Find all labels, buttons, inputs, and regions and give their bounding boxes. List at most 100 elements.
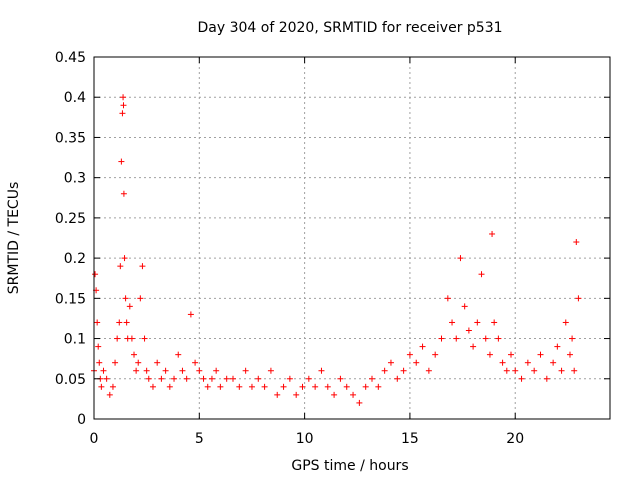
data-point xyxy=(126,303,133,310)
data-point xyxy=(571,367,578,374)
data-point xyxy=(499,359,506,366)
chart-title: Day 304 of 2020, SRMTID for receiver p53… xyxy=(197,20,502,36)
data-point xyxy=(318,367,325,374)
x-tick-label: 20 xyxy=(506,431,524,447)
data-point xyxy=(425,367,432,374)
data-point xyxy=(196,367,203,374)
data-point xyxy=(543,375,550,382)
data-point xyxy=(230,375,237,382)
data-point xyxy=(171,375,178,382)
data-point xyxy=(154,359,161,366)
data-point xyxy=(387,359,394,366)
data-point xyxy=(375,383,382,390)
data-point xyxy=(114,335,121,342)
y-tick-label: 0.3 xyxy=(64,171,86,187)
data-point xyxy=(337,375,344,382)
data-point xyxy=(432,351,439,358)
data-point xyxy=(131,351,138,358)
data-point xyxy=(331,391,338,398)
data-point xyxy=(119,110,126,117)
data-point xyxy=(453,335,460,342)
data-point xyxy=(489,230,496,237)
data-point xyxy=(438,335,445,342)
data-point xyxy=(280,383,287,390)
y-axis-label: SRMTID / TECUs xyxy=(6,182,22,295)
y-tick-label: 0.05 xyxy=(55,372,86,388)
data-point xyxy=(121,255,128,262)
data-point xyxy=(575,295,582,302)
data-point xyxy=(343,383,350,390)
data-point xyxy=(419,343,426,350)
data-point xyxy=(531,367,538,374)
data-point xyxy=(223,375,230,382)
data-point xyxy=(213,367,220,374)
data-point xyxy=(149,383,156,390)
data-point xyxy=(394,375,401,382)
data-point xyxy=(242,367,249,374)
x-axis-label: GPS time / hours xyxy=(291,458,408,474)
data-point xyxy=(139,263,146,270)
data-point xyxy=(461,303,468,310)
data-point xyxy=(286,375,293,382)
data-point xyxy=(96,359,103,366)
data-point xyxy=(106,391,113,398)
data-point xyxy=(324,383,331,390)
data-point xyxy=(158,375,165,382)
data-point xyxy=(192,359,199,366)
data-point xyxy=(166,383,173,390)
data-point xyxy=(141,335,148,342)
data-point xyxy=(95,343,102,350)
data-point xyxy=(267,367,274,374)
data-point xyxy=(137,295,144,302)
data-point xyxy=(208,375,215,382)
data-point xyxy=(495,335,502,342)
data-point xyxy=(112,359,119,366)
data-point xyxy=(413,359,420,366)
axis-ticks: 0 0.05 0.1 0.15 0.2 0.25 0.3 0.35 0.4 0.45 0 5 10 15 2… xyxy=(55,50,610,447)
data-point xyxy=(312,383,319,390)
data-point xyxy=(135,359,142,366)
y-tick-label: 0.35 xyxy=(55,130,86,146)
data-point xyxy=(128,335,135,342)
data-point xyxy=(123,319,130,326)
data-point xyxy=(356,399,363,406)
data-point xyxy=(293,391,300,398)
data-point xyxy=(524,359,531,366)
data-point xyxy=(305,375,312,382)
data-point xyxy=(470,343,477,350)
data-point xyxy=(217,383,224,390)
x-tick-label: 5 xyxy=(195,431,204,447)
data-point xyxy=(512,367,519,374)
data-point xyxy=(109,383,116,390)
data-point xyxy=(261,383,268,390)
data-point xyxy=(143,367,150,374)
data-point xyxy=(204,383,211,390)
data-point xyxy=(381,367,388,374)
data-point xyxy=(274,391,281,398)
data-point xyxy=(175,351,182,358)
data-point xyxy=(92,271,99,278)
x-tick-label: 15 xyxy=(401,431,419,447)
data-point xyxy=(554,343,561,350)
data-point xyxy=(444,295,451,302)
data-point xyxy=(248,383,255,390)
y-tick-label: 0.25 xyxy=(55,211,86,227)
data-point xyxy=(299,383,306,390)
data-point xyxy=(550,359,557,366)
data-point xyxy=(566,351,573,358)
data-point xyxy=(145,375,152,382)
data-point xyxy=(120,94,127,101)
y-tick-label: 0.45 xyxy=(55,50,86,66)
data-point xyxy=(183,375,190,382)
data-point xyxy=(449,319,456,326)
data-point xyxy=(162,367,169,374)
data-point xyxy=(491,319,498,326)
data-point xyxy=(103,375,110,382)
data-point xyxy=(478,271,485,278)
data-point xyxy=(569,335,576,342)
data-point xyxy=(508,351,515,358)
data-point xyxy=(518,375,525,382)
data-point xyxy=(465,327,472,334)
data-point xyxy=(362,383,369,390)
